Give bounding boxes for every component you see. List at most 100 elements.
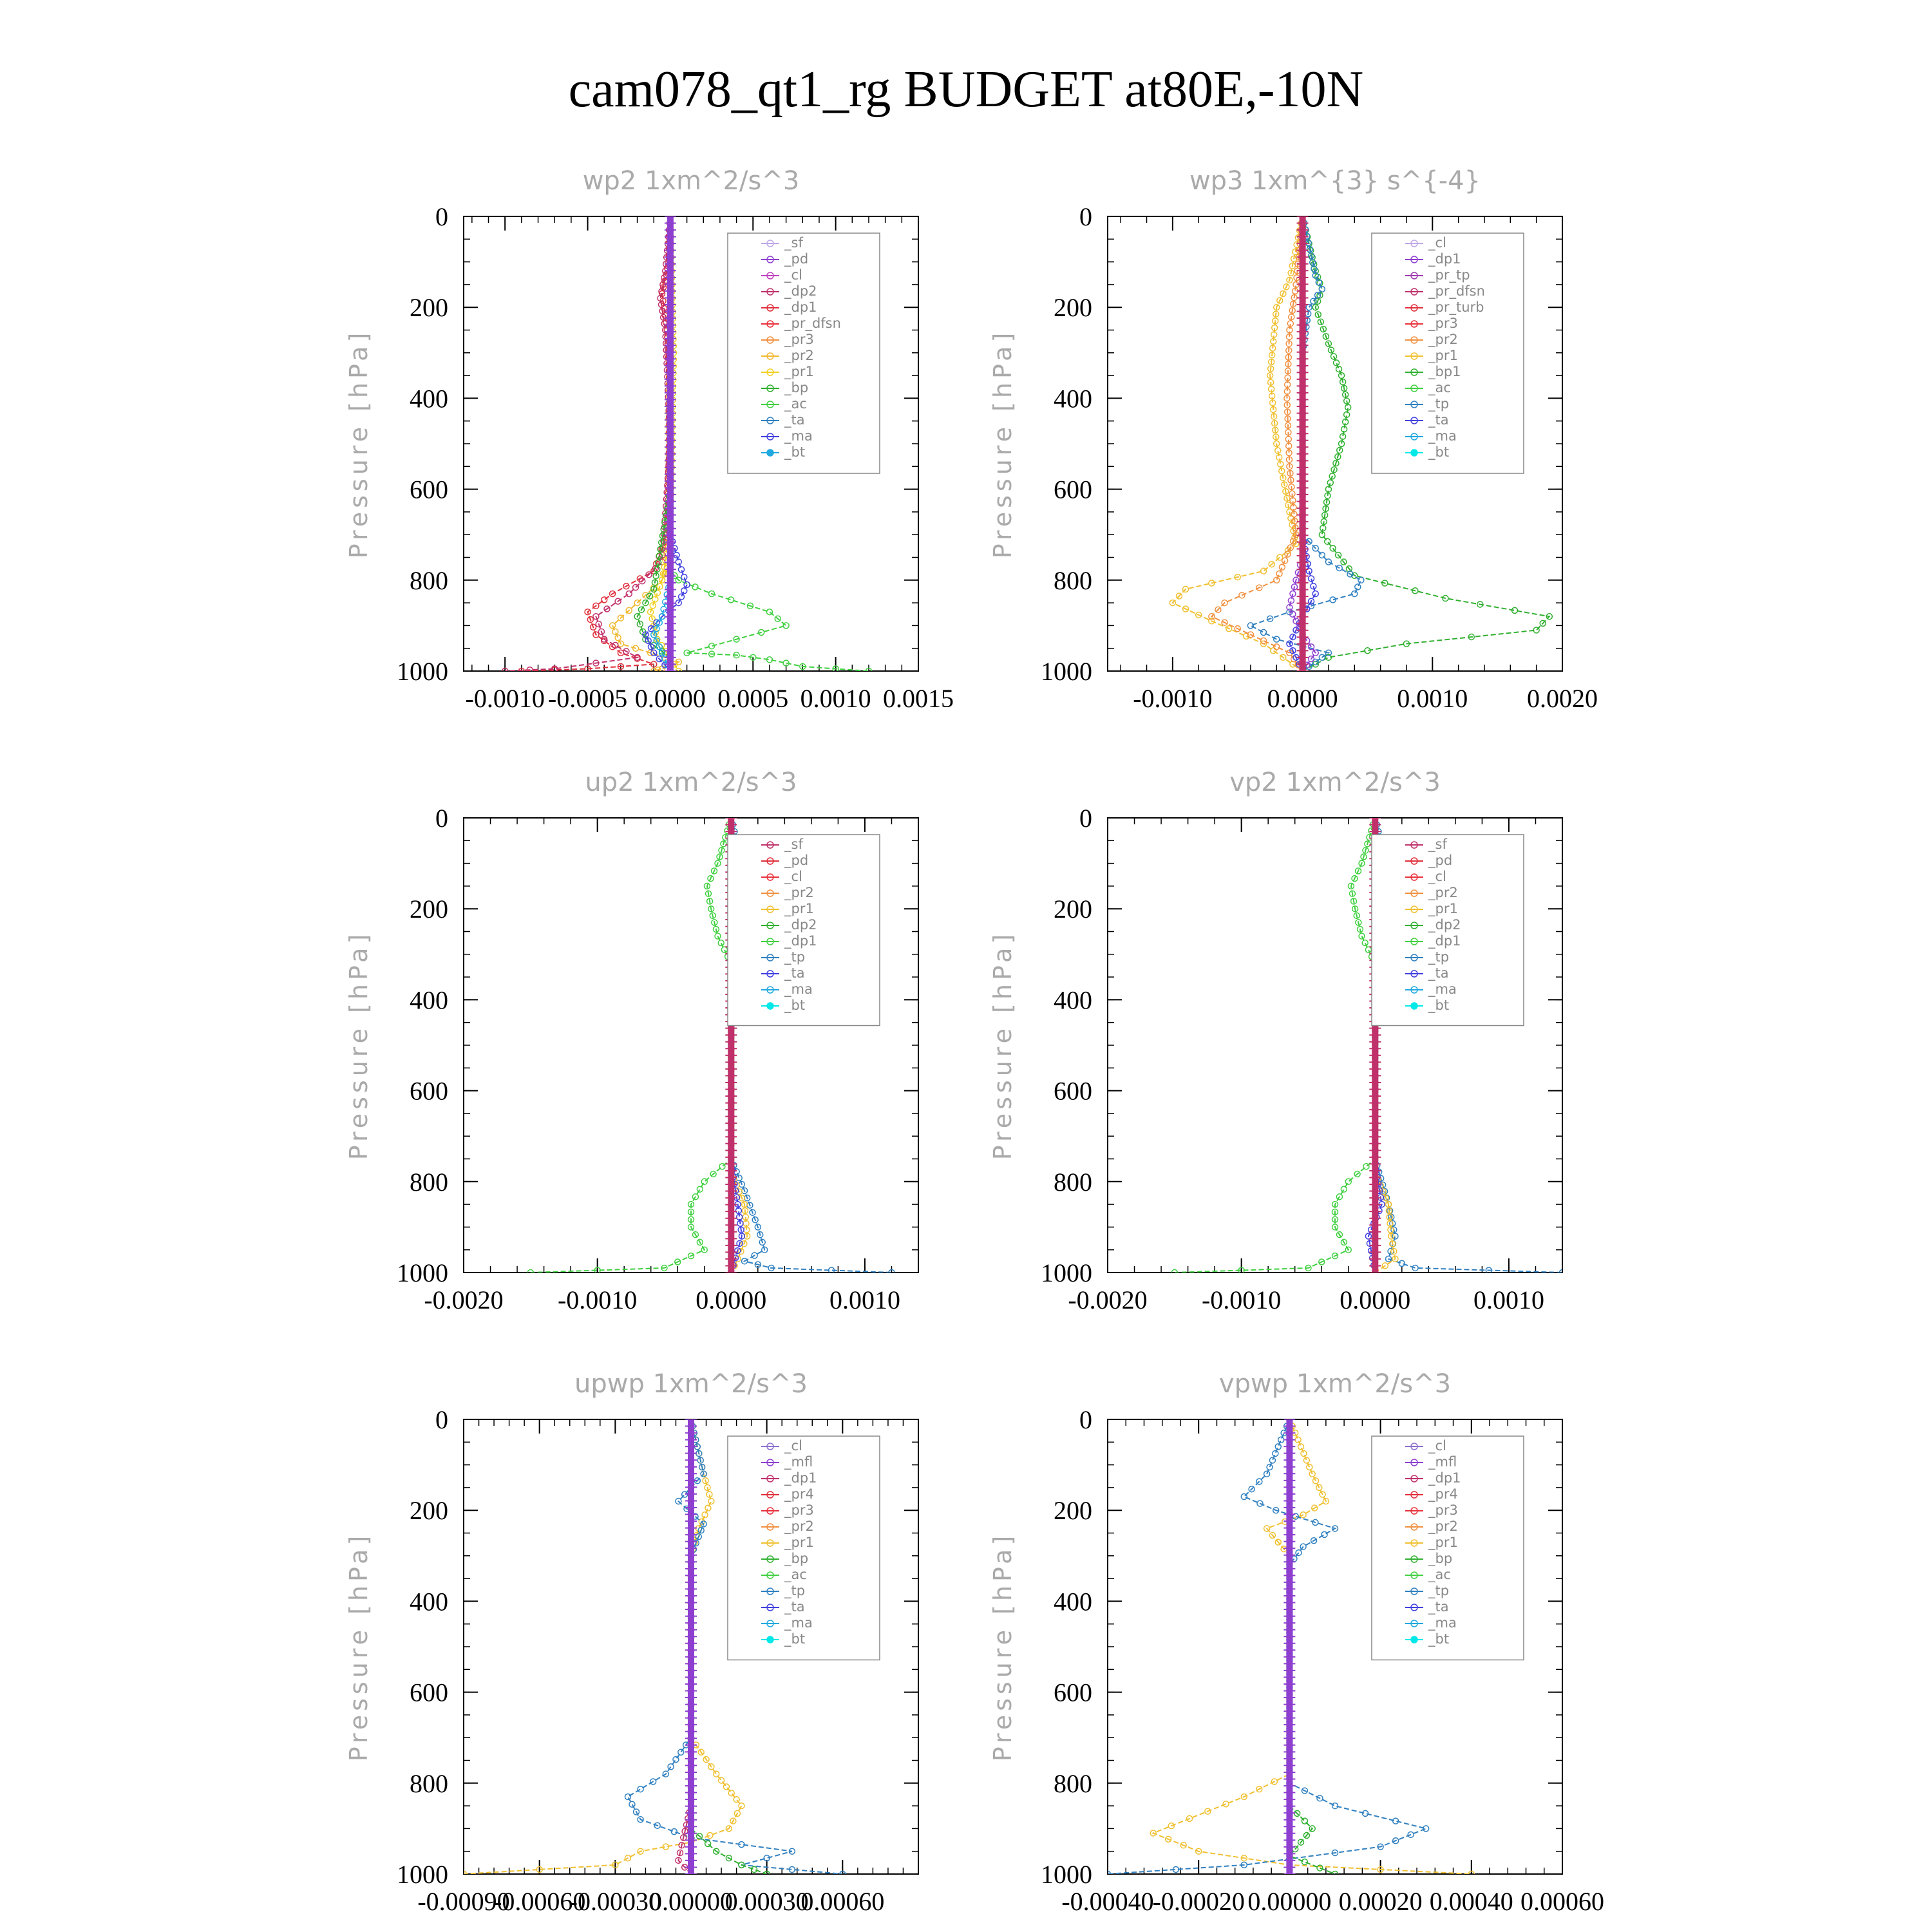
series-point (1310, 298, 1317, 305)
y-tick-label: 800 (1054, 1769, 1092, 1798)
series-point (1334, 453, 1341, 460)
legend-marker (766, 417, 774, 424)
series-point (1300, 1511, 1307, 1519)
legend-entry: _pr1 (784, 901, 814, 917)
series-point (658, 539, 665, 546)
series-point (1361, 1810, 1369, 1817)
series-point (527, 1269, 535, 1273)
series-point (1343, 411, 1350, 419)
panel-1: wp2 1xm^2/s^3 Pressure [hPa] 0 200 400 600 800… (345, 166, 954, 713)
legend-entry: _bt (784, 1631, 805, 1647)
legend-entry: _cl (784, 267, 802, 283)
series-point (652, 572, 659, 580)
series-point (1336, 446, 1343, 454)
series-point (704, 1840, 712, 1848)
series-point (1307, 575, 1315, 582)
series-point (1347, 571, 1354, 578)
series-point (696, 1186, 704, 1193)
series-point (1341, 391, 1349, 399)
series-point (1320, 325, 1327, 333)
series-point (1281, 481, 1288, 488)
series-point (1381, 1262, 1389, 1269)
series-point (1260, 640, 1267, 647)
series-point (1307, 655, 1315, 663)
series-point (598, 628, 605, 636)
series-point (1340, 1238, 1348, 1246)
series-point (754, 1224, 762, 1231)
series-point (1285, 361, 1292, 368)
series-point (714, 933, 721, 940)
legend-marker (1410, 1620, 1418, 1627)
series-point (1297, 1443, 1305, 1450)
series-point (637, 1848, 644, 1855)
legend-entry: _sf (784, 837, 803, 853)
series-point (661, 1264, 668, 1272)
y-tick-label: 600 (1054, 475, 1092, 504)
series-point (1340, 384, 1348, 392)
y-tick-label: 1000 (397, 1258, 448, 1287)
series-point (651, 579, 659, 586)
series-point (701, 1178, 708, 1186)
legend-entry: _cl (784, 1438, 802, 1454)
series-point (1387, 1220, 1394, 1227)
series-point (1360, 853, 1367, 860)
series-point (654, 589, 661, 596)
series-point (706, 898, 714, 905)
series-point (1271, 317, 1279, 325)
series-point (672, 1756, 679, 1763)
series-point (865, 667, 873, 671)
series-point (1305, 303, 1312, 311)
series-point (653, 637, 660, 645)
series-point (653, 625, 660, 632)
series-point (1283, 388, 1291, 395)
series-point (1287, 320, 1294, 327)
legend-entry: _cl (784, 869, 802, 885)
legend-marker (1410, 401, 1418, 408)
series-point (723, 1783, 730, 1790)
x-tick-label: 0.0000 (635, 684, 706, 713)
series-point (1272, 1450, 1279, 1457)
series-point (1365, 946, 1372, 953)
series-point (1315, 279, 1323, 286)
series-point (734, 1810, 741, 1817)
series-point (1318, 1258, 1325, 1265)
series-point (738, 1194, 746, 1202)
series-point (1309, 1470, 1316, 1477)
legend-marker (766, 433, 774, 440)
series-point (551, 665, 558, 671)
y-tick-label: 800 (410, 566, 448, 595)
series-point (600, 636, 608, 643)
series-point (1301, 1817, 1309, 1824)
legend-marker (1410, 857, 1418, 865)
legend-marker (1410, 256, 1418, 263)
series-point (637, 1816, 644, 1823)
legend-entry: _mfl (1428, 1454, 1457, 1470)
series-point (642, 599, 649, 607)
series-point (612, 1861, 619, 1869)
series-point (1208, 580, 1215, 587)
series-point (746, 602, 754, 610)
series-point (614, 634, 621, 641)
series-point (1354, 583, 1361, 591)
series-point (1274, 447, 1282, 454)
series-point (595, 620, 602, 628)
series-point (1208, 618, 1215, 625)
series-point (670, 1828, 678, 1835)
series-point (609, 622, 616, 629)
legend-entry: _pr2 (784, 1519, 814, 1535)
series-point (650, 667, 658, 671)
series-point (1354, 867, 1362, 875)
series-point (1349, 890, 1356, 897)
legend-marker (1410, 922, 1418, 929)
series-point (1284, 551, 1291, 558)
series-point (788, 1848, 796, 1855)
series-point (652, 596, 659, 603)
series-point (741, 1240, 748, 1247)
series-point (1293, 531, 1300, 538)
series-point (1238, 1267, 1245, 1273)
series-point (1314, 311, 1322, 318)
series-point (1226, 625, 1233, 632)
series-point (1318, 285, 1326, 293)
series-point (638, 606, 645, 613)
